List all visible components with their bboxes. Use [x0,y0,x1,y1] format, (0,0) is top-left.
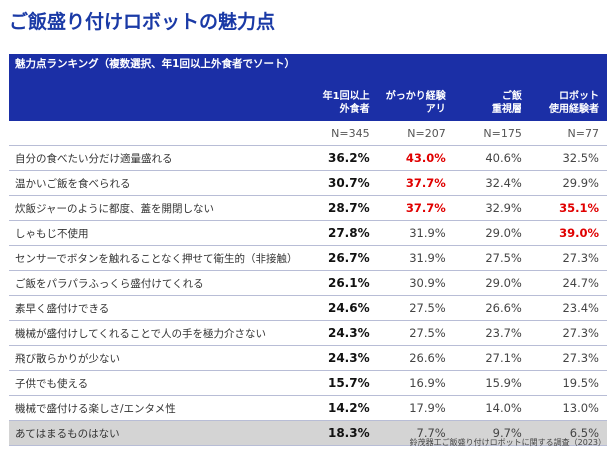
value-cell: 26.1% [301,270,378,296]
value-cell: 24.3% [301,320,378,346]
value-cell: 16.9% [377,370,454,396]
value-cell: 31.9% [377,245,454,271]
ranking-table: 年1回以上 外食者 がっかり経験 アリ ご飯 重視層 ロボット 使用経験者 N=345 … [9,74,607,446]
value-cell: 43.0% [377,145,454,171]
value-cell: 32.9% [453,195,530,221]
sample-size-blank [9,121,302,146]
value-cell: 31.9% [377,220,454,246]
value-cell: 27.3% [529,345,607,371]
row-label: しゃもじ不使用 [9,220,302,246]
value-cell: 27.8% [301,220,378,246]
row-label: 自分の食べたい分だけ適量盛れる [9,145,302,171]
column-header: 年1回以上 外食者 [301,74,378,121]
column-header: ロボット 使用経験者 [529,74,607,121]
value-cell: 27.5% [377,320,454,346]
value-cell: 23.4% [529,295,607,321]
column-header-row: 年1回以上 外食者 がっかり経験 アリ ご飯 重視層 ロボット 使用経験者 [9,74,607,121]
value-cell: 26.6% [453,295,530,321]
value-cell: 27.5% [453,245,530,271]
value-cell: 35.1% [529,195,607,221]
table-row: ご飯をパラパラふっくら盛付けてくれる 26.1% 30.9% 29.0% 24.7% [9,270,607,296]
row-label: センサーでボタンを触れることなく押せて衛生的（非接触） [9,245,302,271]
value-cell: 40.6% [453,145,530,171]
table-row: 炊飯ジャーのように都度、蓋を開閉しない 28.7% 37.7% 32.9% 35.1% [9,195,607,221]
value-cell: 29.0% [453,220,530,246]
sample-size: N=207 [377,121,454,146]
sample-size: N=175 [453,121,530,146]
table-row: しゃもじ不使用 27.8% 31.9% 29.0% 39.0% [9,220,607,246]
value-cell: 24.7% [529,270,607,296]
value-cell: 23.7% [453,320,530,346]
value-cell: 37.7% [377,170,454,196]
value-cell: 24.6% [301,295,378,321]
row-label: あてはまるものはない [9,420,302,446]
table-title: 魅力点ランキング（複数選択、年1回以上外食者でソート） [9,54,607,74]
row-label: ご飯をパラパラふっくら盛付けてくれる [9,270,302,296]
value-cell: 29.9% [529,170,607,196]
value-cell: 7.7% [377,420,454,446]
column-header-blank [9,74,302,121]
value-cell: 27.3% [529,320,607,346]
row-label: 機械が盛付けしてくれることで人の手を極力介さない [9,320,302,346]
value-cell: 14.2% [301,395,378,421]
value-cell: 9.7% [453,420,530,446]
row-label: 炊飯ジャーのように都度、蓋を開閉しない [9,195,302,221]
value-cell: 27.3% [529,245,607,271]
table-row: 素早く盛付けできる 24.6% 27.5% 26.6% 23.4% [9,295,607,321]
value-cell: 18.3% [301,420,378,446]
row-label: 子供でも使える [9,370,302,396]
value-cell: 13.0% [529,395,607,421]
value-cell: 6.5% [529,420,607,446]
value-cell: 28.7% [301,195,378,221]
column-header: ご飯 重視層 [453,74,530,121]
table-row: 飛び散らかりが少ない 24.3% 26.6% 27.1% 27.3% [9,345,607,371]
table-row: 機械が盛付けしてくれることで人の手を極力介さない 24.3% 27.5% 23.7% 2… [9,320,607,346]
value-cell: 29.0% [453,270,530,296]
value-cell: 26.7% [301,245,378,271]
value-cell: 32.4% [453,170,530,196]
table-row: 温かいご飯を食べられる 30.7% 37.7% 32.4% 29.9% [9,170,607,196]
row-label: 飛び散らかりが少ない [9,345,302,371]
source-note: 鈴茂器工ご飯盛り付けロボットに関する調査（2023） [409,438,606,447]
value-cell: 36.2% [301,145,378,171]
value-cell: 27.5% [377,295,454,321]
table-row: センサーでボタンを触れることなく押せて衛生的（非接触） 26.7% 31.9% 27.… [9,245,607,271]
value-cell: 15.9% [453,370,530,396]
value-cell: 32.5% [529,145,607,171]
table-row: あてはまるものはない 18.3% 7.7% 9.7% 6.5% [9,420,607,446]
value-cell: 19.5% [529,370,607,396]
sample-size: N=77 [529,121,607,146]
page-title: ご飯盛り付けロボットの魅力点 [9,11,276,33]
table-row: 子供でも使える 15.7% 16.9% 15.9% 19.5% [9,370,607,396]
sample-size: N=345 [301,121,378,146]
row-label: 温かいご飯を食べられる [9,170,302,196]
row-label: 素早く盛付けできる [9,295,302,321]
value-cell: 30.9% [377,270,454,296]
sample-size-row: N=345 N=207 N=175 N=77 [9,121,607,146]
value-cell: 26.6% [377,345,454,371]
value-cell: 14.0% [453,395,530,421]
value-cell: 27.1% [453,345,530,371]
value-cell: 24.3% [301,345,378,371]
table-row: 自分の食べたい分だけ適量盛れる 36.2% 43.0% 40.6% 32.5% [9,145,607,171]
value-cell: 39.0% [529,220,607,246]
row-label: 機械で盛付ける楽しさ/エンタメ性 [9,395,302,421]
column-header: がっかり経験 アリ [377,74,454,121]
value-cell: 30.7% [301,170,378,196]
table-row: 機械で盛付ける楽しさ/エンタメ性 14.2% 17.9% 14.0% 13.0% [9,395,607,421]
ranking-table-panel: 魅力点ランキング（複数選択、年1回以上外食者でソート） 年1回以上 外食者 がっか… [9,54,607,446]
value-cell: 17.9% [377,395,454,421]
value-cell: 15.7% [301,370,378,396]
value-cell: 37.7% [377,195,454,221]
